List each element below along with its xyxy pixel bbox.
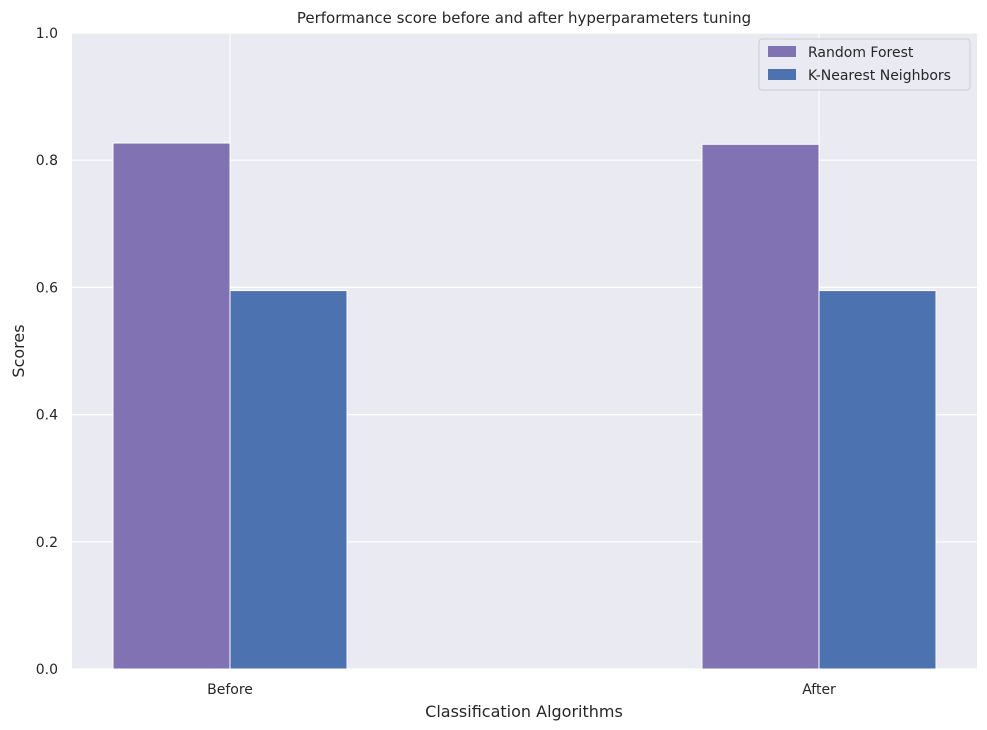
bars <box>112 142 937 670</box>
x-tick-labels: Before After <box>207 682 836 698</box>
legend-label: K-Nearest Neighbors <box>808 68 951 84</box>
bar-random-forest-before <box>112 142 231 670</box>
legend-label: Random Forest <box>808 45 914 61</box>
y-tick-labels: 0.0 0.2 0.4 0.6 0.8 1.0 <box>36 26 58 678</box>
bar-random-forest-after <box>701 143 820 670</box>
y-tick-label: 0.0 <box>36 662 58 678</box>
legend-swatch <box>768 69 796 80</box>
x-tick-label: After <box>802 682 836 698</box>
x-tick-label: Before <box>207 682 253 698</box>
y-tick-label: 0.4 <box>36 408 58 424</box>
legend-box <box>758 38 971 91</box>
chart-title: Performance score before and after hyper… <box>297 9 751 27</box>
legend: Random Forest K-Nearest Neighbors <box>758 38 971 91</box>
y-tick-label: 0.6 <box>36 280 58 296</box>
y-tick-label: 1.0 <box>36 26 58 42</box>
x-axis-label: Classification Algorithms <box>425 702 623 721</box>
bar-k-nearest-neighbors-after <box>818 290 937 670</box>
legend-swatch <box>768 46 796 57</box>
y-tick-label: 0.8 <box>36 153 58 169</box>
bar-k-nearest-neighbors-before <box>229 290 348 670</box>
y-axis-label: Scores <box>9 324 28 377</box>
y-tick-label: 0.2 <box>36 535 58 551</box>
